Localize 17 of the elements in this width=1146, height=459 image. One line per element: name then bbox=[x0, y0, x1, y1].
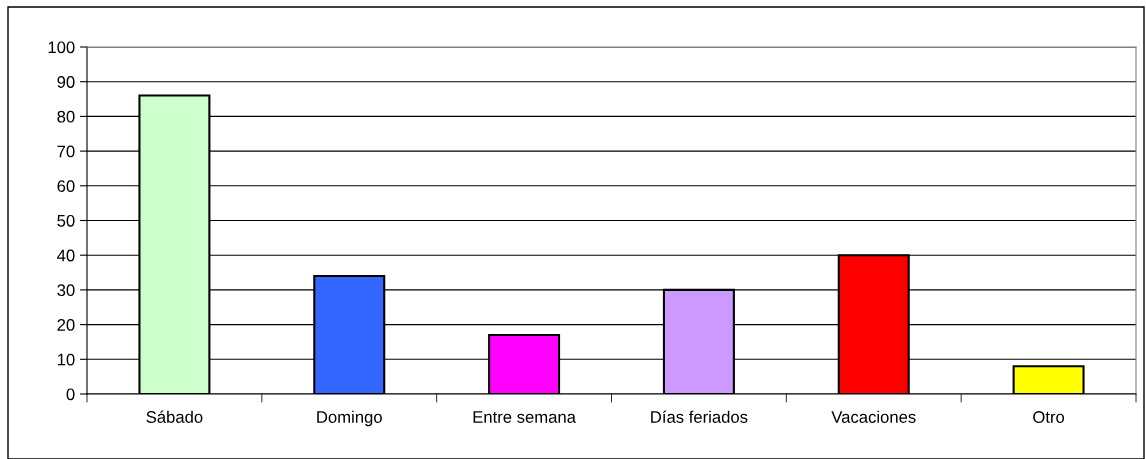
y-tick-label: 50 bbox=[57, 214, 75, 227]
y-tick-label: 40 bbox=[57, 249, 75, 262]
y-tick-label: 20 bbox=[57, 319, 75, 331]
y-tick-label: 70 bbox=[57, 145, 75, 158]
y-tick-label: 90 bbox=[57, 76, 75, 88]
x-tick-label: Sábado bbox=[146, 410, 203, 423]
x-tick-label: Vacaciones bbox=[831, 410, 916, 423]
x-tick-label: Entre semana bbox=[473, 411, 576, 423]
y-tick-label: 0 bbox=[66, 388, 75, 401]
x-tick-label: Domingo bbox=[317, 410, 382, 427]
y-tick-label: 60 bbox=[57, 180, 75, 192]
y-tick-label: 100 bbox=[48, 41, 75, 54]
y-tick-label: 30 bbox=[57, 284, 75, 297]
y-tick-label: 10 bbox=[57, 353, 75, 366]
y-tick-label: 80 bbox=[57, 110, 75, 123]
x-tick-label: Días feriados bbox=[651, 410, 748, 423]
x-tick-label: Otro bbox=[1033, 411, 1065, 423]
